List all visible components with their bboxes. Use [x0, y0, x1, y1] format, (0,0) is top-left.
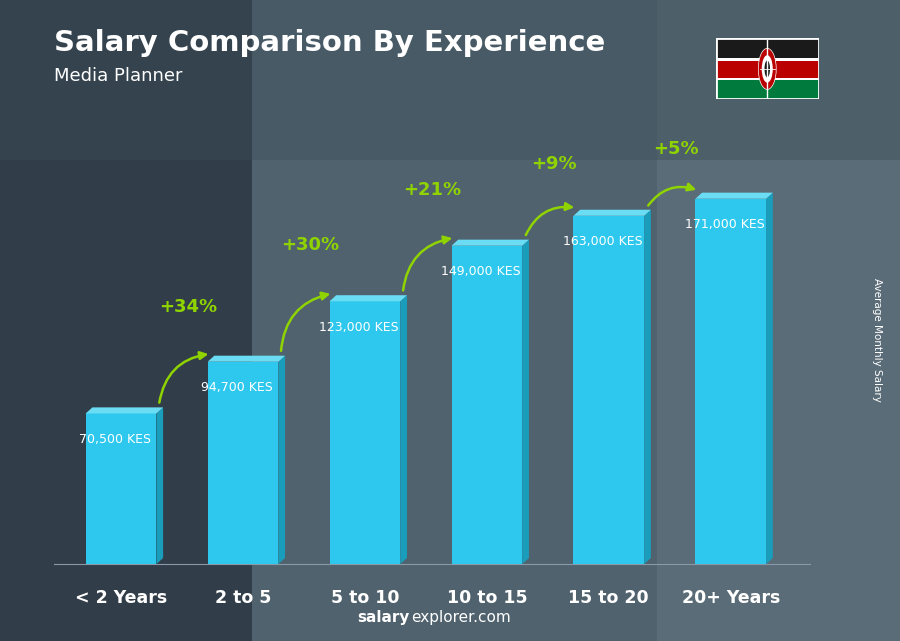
Bar [716, 78, 819, 80]
Bar [716, 58, 819, 61]
Text: 123,000 KES: 123,000 KES [319, 320, 399, 333]
Polygon shape [522, 240, 529, 564]
Text: 94,700 KES: 94,700 KES [201, 381, 273, 394]
Text: +30%: +30% [281, 236, 339, 254]
Text: 171,000 KES: 171,000 KES [685, 218, 764, 231]
Bar [252, 0, 657, 641]
Bar [0, 0, 900, 160]
Text: 10 to 15: 10 to 15 [446, 588, 527, 607]
Text: 2 to 5: 2 to 5 [215, 588, 271, 607]
Text: Average Monthly Salary: Average Monthly Salary [872, 278, 883, 402]
Bar [0, 0, 252, 641]
Polygon shape [766, 193, 773, 564]
Text: 15 to 20: 15 to 20 [569, 588, 649, 607]
Text: +34%: +34% [159, 297, 217, 315]
Text: Media Planner: Media Planner [54, 67, 183, 85]
Polygon shape [452, 240, 529, 246]
Text: < 2 Years: < 2 Years [75, 588, 167, 607]
Polygon shape [157, 408, 163, 564]
Ellipse shape [761, 55, 773, 83]
Bar [696, 199, 766, 564]
Polygon shape [573, 210, 651, 216]
Text: 20+ Years: 20+ Years [681, 588, 780, 607]
Bar [86, 413, 157, 564]
Text: +9%: +9% [531, 155, 577, 173]
Polygon shape [329, 296, 407, 301]
Bar [452, 246, 522, 564]
Text: salary: salary [357, 610, 410, 625]
Polygon shape [278, 356, 285, 564]
Polygon shape [400, 296, 407, 564]
Ellipse shape [759, 48, 776, 90]
Text: 149,000 KES: 149,000 KES [441, 265, 520, 278]
Bar [716, 38, 819, 59]
Polygon shape [208, 356, 285, 362]
Bar [573, 216, 644, 564]
Text: Salary Comparison By Experience: Salary Comparison By Experience [54, 29, 605, 57]
Ellipse shape [764, 60, 770, 78]
Text: 163,000 KES: 163,000 KES [562, 235, 643, 248]
Bar [208, 362, 278, 564]
Text: 5 to 10: 5 to 10 [330, 588, 400, 607]
Polygon shape [696, 193, 773, 199]
Bar [716, 59, 819, 79]
Bar [716, 79, 819, 99]
Polygon shape [86, 408, 163, 413]
Text: 70,500 KES: 70,500 KES [79, 433, 151, 445]
Text: explorer.com: explorer.com [411, 610, 511, 625]
Text: +5%: +5% [653, 140, 698, 158]
Polygon shape [644, 210, 651, 564]
Bar [329, 301, 400, 564]
Bar [657, 0, 900, 641]
Text: +21%: +21% [403, 181, 461, 199]
